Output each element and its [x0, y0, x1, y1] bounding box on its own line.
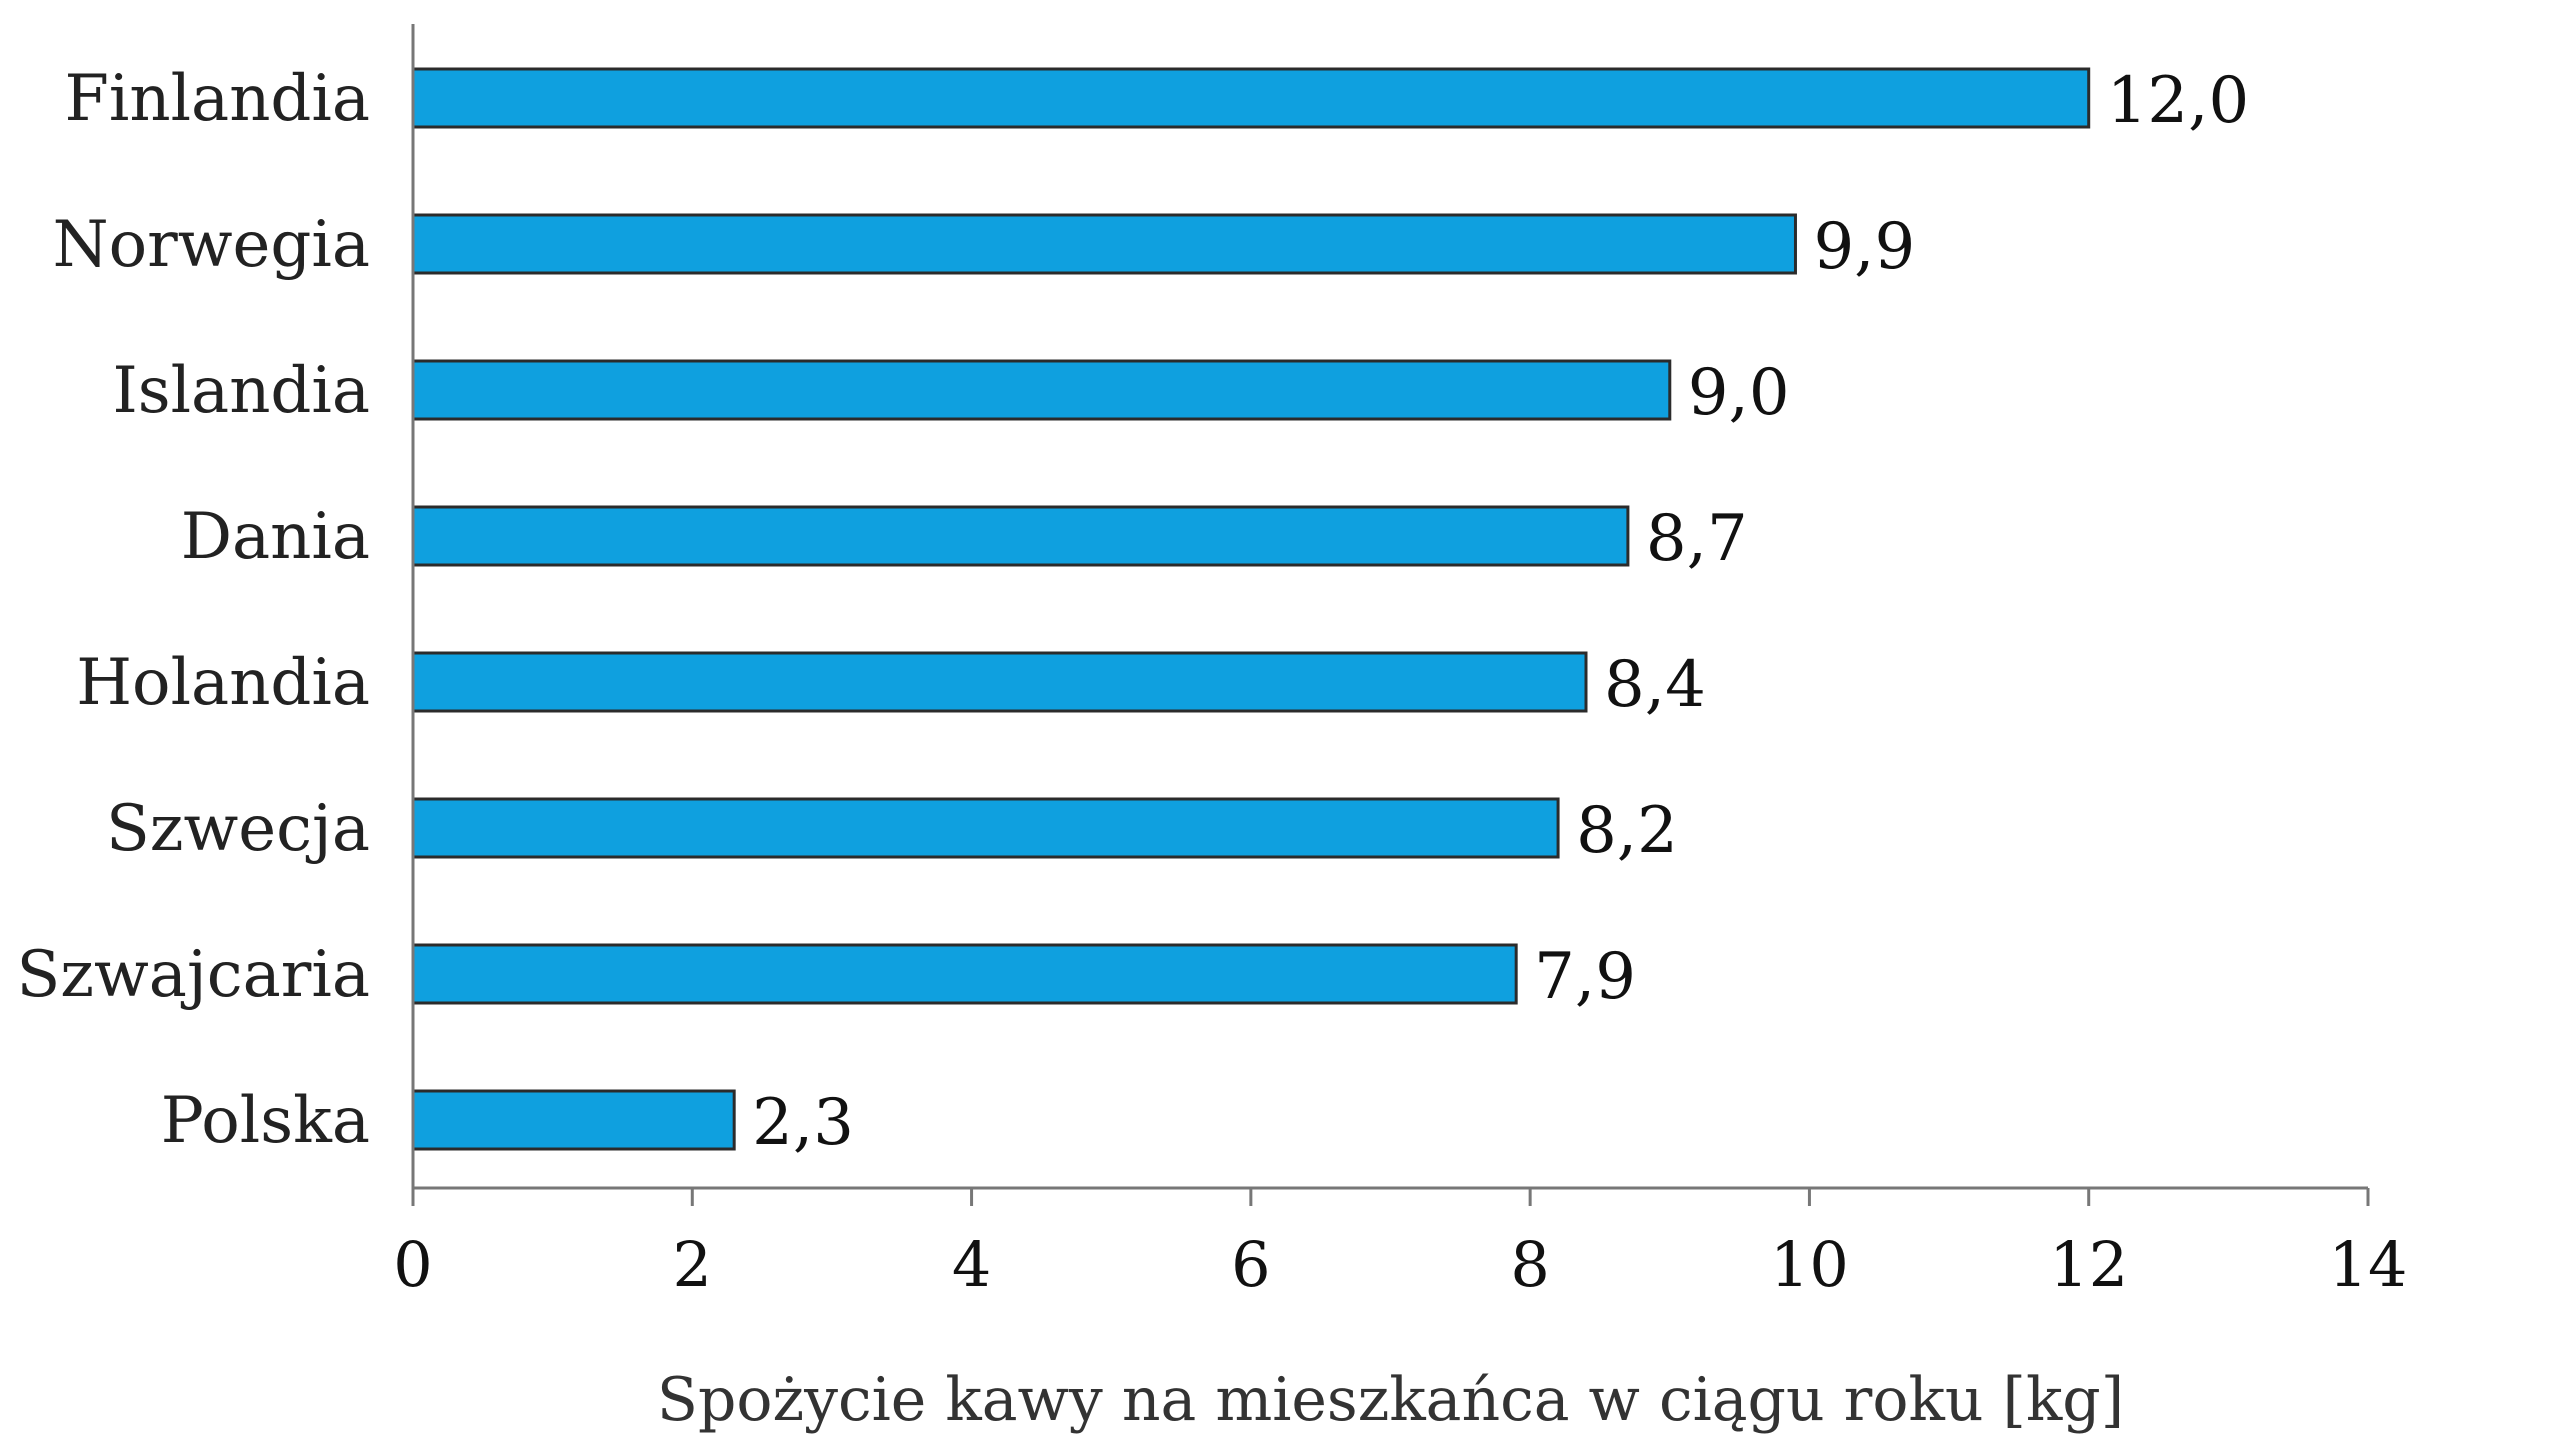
category-label: Finlandia: [64, 62, 370, 136]
bars-layer: [411, 67, 2091, 1151]
bar-polska: [411, 1089, 736, 1151]
data-label: 8,2: [1576, 794, 1678, 868]
x-tick-label: 6: [1231, 1228, 1270, 1301]
category-label: Szwajcaria: [16, 938, 370, 1012]
data-label: 8,7: [1646, 502, 1748, 576]
data-label: 9,9: [1813, 210, 1915, 284]
x-tick-label: 14: [2329, 1228, 2408, 1301]
bar-norwegia: [411, 213, 1797, 275]
bar-islandia: [411, 359, 1672, 421]
x-tick-label: 12: [2049, 1228, 2128, 1301]
data-label: 7,9: [1534, 940, 1636, 1014]
x-tick-label: 4: [952, 1228, 991, 1301]
x-tick-label: 8: [1510, 1228, 1549, 1301]
data-label: 12,0: [2107, 64, 2250, 138]
labels-layer: Finlandia 12,0 Norwegia 9,9 Islandia 9,0 Dania…: [16, 62, 2249, 1160]
bar-szwajcaria: [411, 943, 1518, 1005]
category-label: Szwecja: [106, 792, 370, 866]
bar-szwecja: [411, 797, 1560, 859]
category-label: Islandia: [112, 354, 370, 428]
category-label: Polska: [161, 1084, 370, 1158]
category-label: Holandia: [76, 646, 370, 720]
bar-dania: [411, 505, 1630, 567]
x-axis-ticks: 0 2 4 6 8 10 12 14: [393, 1188, 2407, 1301]
data-label: 9,0: [1688, 356, 1790, 430]
data-label: 8,4: [1604, 648, 1706, 722]
data-label: 2,3: [752, 1086, 854, 1160]
bar-holandia: [411, 651, 1588, 713]
x-tick-label: 2: [673, 1228, 712, 1301]
x-tick-label: 10: [1770, 1228, 1849, 1301]
x-axis-title: Spożycie kawy na mieszkańca w ciągu roku…: [657, 1365, 2124, 1435]
x-tick-label: 0: [393, 1228, 432, 1301]
bar-finlandia: [411, 67, 2091, 129]
category-label: Dania: [181, 500, 370, 574]
category-label: Norwegia: [53, 208, 370, 282]
